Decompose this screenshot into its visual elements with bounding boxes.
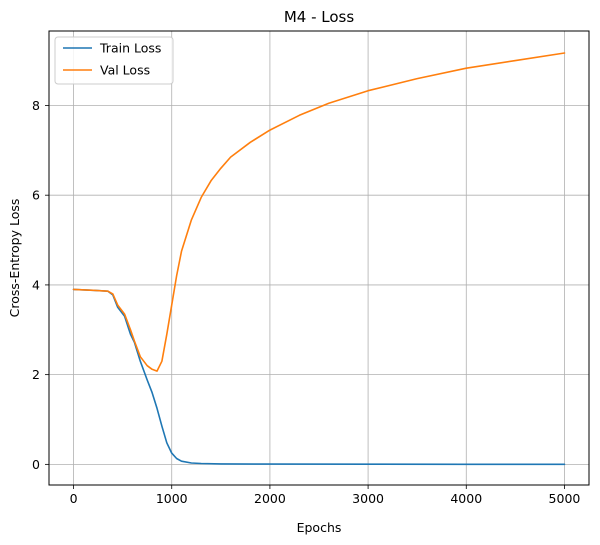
legend-label-val: Val Loss	[100, 63, 150, 78]
tick-layer: 0 1000 2000 3000 4000 5000 0 2 4 6 8	[32, 98, 580, 506]
legend-label-train: Train Loss	[99, 41, 161, 56]
legend: Train Loss Val Loss	[54, 36, 174, 85]
y-tick-label: 6	[32, 188, 40, 203]
x-tick-label: 4000	[450, 491, 482, 506]
x-tick-label: 1000	[156, 491, 188, 506]
y-tick-label: 8	[32, 98, 40, 113]
x-tick-label: 2000	[254, 491, 286, 506]
x-tick-label: 5000	[549, 491, 581, 506]
chart-title: M4 - Loss	[284, 8, 355, 26]
y-tick-label: 2	[32, 367, 40, 382]
y-tick-label: 0	[32, 457, 40, 472]
series-layer	[72, 52, 566, 466]
y-tick-label: 4	[32, 277, 40, 292]
grid-layer	[49, 31, 589, 485]
x-axis-label: Epochs	[297, 520, 342, 535]
y-axis-label: Cross-Entropy Loss	[7, 199, 22, 318]
val-loss-line	[72, 52, 566, 372]
plot-frame	[48, 30, 590, 486]
x-tick-label: 3000	[352, 491, 384, 506]
x-tick-label: 0	[70, 491, 78, 506]
